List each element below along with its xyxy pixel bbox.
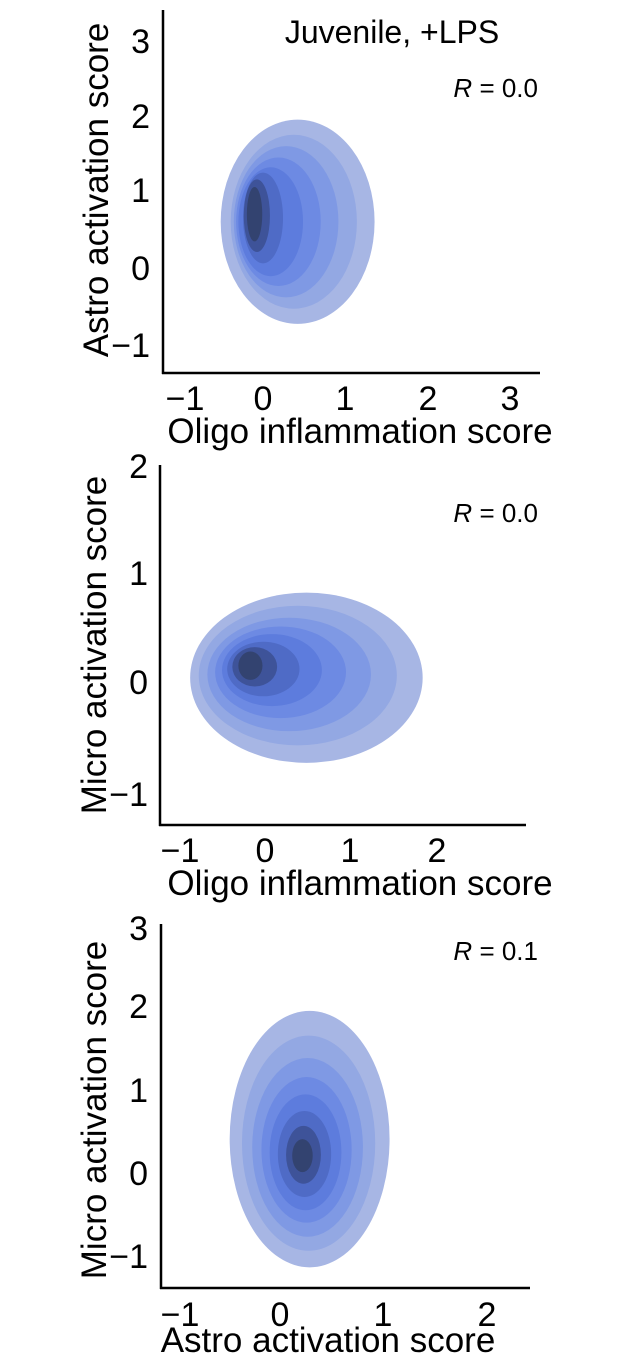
x-tick-label: 0 xyxy=(256,832,275,870)
x-tick-label: 2 xyxy=(478,1296,497,1334)
x-axis-label: Astro activation score xyxy=(161,1321,496,1355)
panel-micro-vs-oligo: −1 0 1 2 −1 0 1 2 Oligo inflammation sco… xyxy=(75,448,553,903)
x-tick-label: 0 xyxy=(254,380,273,418)
y-axis-label: Micro activation score xyxy=(75,476,114,814)
y-tick-label: 1 xyxy=(129,1072,148,1110)
x-tick-label: 0 xyxy=(271,1296,290,1334)
x-tick-label: −1 xyxy=(161,832,200,870)
r-value: = 0.0 xyxy=(479,73,538,103)
x-tick-label: −1 xyxy=(166,380,205,418)
x-tick-label: 2 xyxy=(419,380,438,418)
density-contours xyxy=(229,1010,390,1268)
x-tick-label: 1 xyxy=(374,1296,393,1334)
y-tick-labels: −1 0 1 2 xyxy=(109,448,148,814)
density-contour-level xyxy=(292,1139,313,1173)
correlation-annotation: R = 0.0 xyxy=(453,73,538,103)
density-contours xyxy=(220,119,375,324)
x-axis-label: Oligo inflammation score xyxy=(167,864,552,903)
correlation-annotation: R = 0.1 xyxy=(453,936,538,966)
panel-micro-vs-astro: −1 0 1 2 3 −1 0 1 2 Astro activation sco… xyxy=(75,910,538,1355)
x-tick-labels: −1 0 1 2 xyxy=(161,1296,497,1334)
y-tick-labels: −1 0 1 2 3 xyxy=(111,23,150,365)
x-tick-label: 2 xyxy=(428,832,447,870)
density-contour-level xyxy=(246,186,263,242)
x-axis-label: Oligo inflammation score xyxy=(167,412,552,451)
y-tick-labels: −1 0 1 2 3 xyxy=(109,910,148,1276)
y-tick-label: 1 xyxy=(131,172,150,210)
r-value: = 0.0 xyxy=(479,498,538,528)
y-tick-label: 3 xyxy=(131,23,150,61)
r-symbol: R xyxy=(453,498,472,528)
x-tick-labels: −1 0 1 2 xyxy=(161,832,447,870)
x-tick-label: 1 xyxy=(336,380,355,418)
y-tick-label: −1 xyxy=(111,327,150,365)
chart-title: Juvenile, +LPS xyxy=(285,14,499,50)
y-tick-label: 2 xyxy=(129,988,148,1026)
r-symbol: R xyxy=(453,936,472,966)
y-axis-label: Micro activation score xyxy=(75,941,114,1279)
axes xyxy=(161,10,540,375)
y-tick-label: −1 xyxy=(109,776,148,814)
correlation-annotation: R = 0.0 xyxy=(453,498,538,528)
r-value: = 0.1 xyxy=(479,936,538,966)
y-axis-label: Astro activation score xyxy=(77,23,116,358)
x-tick-label: −1 xyxy=(161,1296,200,1334)
y-tick-label: 0 xyxy=(131,250,150,288)
r-symbol: R xyxy=(453,73,472,103)
y-tick-label: 2 xyxy=(129,448,148,486)
x-tick-label: 1 xyxy=(341,832,360,870)
y-tick-label: 2 xyxy=(131,98,150,136)
y-tick-label: −1 xyxy=(109,1238,148,1276)
y-tick-label: 3 xyxy=(129,910,148,948)
y-tick-label: 0 xyxy=(129,664,148,702)
axes xyxy=(159,924,530,1290)
density-contour-level xyxy=(238,651,263,680)
x-tick-label: 3 xyxy=(501,380,520,418)
x-tick-labels: −1 0 1 2 3 xyxy=(166,380,520,418)
density-contours xyxy=(190,592,423,763)
y-tick-label: 0 xyxy=(129,1155,148,1193)
panel-astro-vs-oligo: −1 0 1 2 3 −1 0 1 2 3 Oligo inflammation… xyxy=(77,10,553,451)
y-tick-label: 1 xyxy=(129,555,148,593)
axes xyxy=(158,465,526,827)
